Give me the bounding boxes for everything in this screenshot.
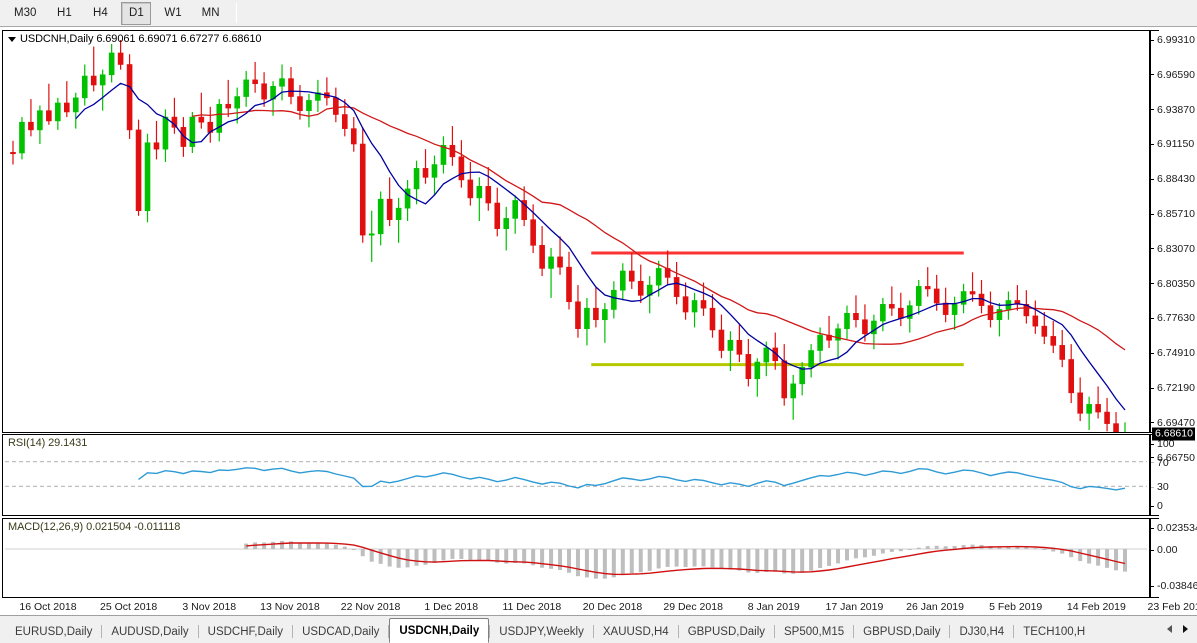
timeframe-toolbar: M30 H1 H4 D1 W1 MN bbox=[0, 0, 1197, 27]
tab-separator bbox=[101, 625, 103, 638]
candlestick-plot bbox=[10, 40, 1126, 432]
macd-tick-1: 0.00 bbox=[1151, 544, 1177, 556]
tab-separator bbox=[677, 625, 679, 638]
chart-tab-usdcnh-daily[interactable]: USDCNH,Daily bbox=[389, 618, 490, 643]
rsi-indicator-panel[interactable]: RSI(14) 29.1431 bbox=[2, 434, 1150, 516]
chart-tab-usdjpy-weekly[interactable]: USDJPY,Weekly bbox=[499, 626, 584, 638]
chart-tab-sp500-m15[interactable]: SP500,M15 bbox=[784, 626, 845, 638]
macd-tick-0: 0.023534 bbox=[1151, 522, 1197, 534]
date-label-0: 16 Oct 2018 bbox=[19, 601, 77, 613]
rsi-panel-label: RSI(14) 29.1431 bbox=[8, 437, 88, 449]
date-label-4: 22 Nov 2018 bbox=[340, 601, 401, 613]
price-scale[interactable]: 6.99310 6.96590 6.93870 6.91150 6.88430 6.857… bbox=[1150, 30, 1197, 598]
date-label-1: 25 Oct 2018 bbox=[100, 601, 158, 613]
chart-tab-dj30-h4[interactable]: DJ30,H4 bbox=[959, 626, 1005, 638]
tab-separator bbox=[949, 625, 951, 638]
price-panel-label-text: USDCNH,Daily 6.69061 6.69071 6.67277 6.6… bbox=[20, 33, 262, 45]
timeframe-button-group: M30 H1 H4 D1 W1 MN bbox=[0, 1, 230, 25]
date-label-11: 26 Jan 2019 bbox=[906, 601, 964, 613]
chart-tab-gbpusd-daily[interactable]: GBPUSD,Daily bbox=[687, 626, 766, 638]
tab-separator bbox=[388, 625, 390, 638]
timeframe-button-d1[interactable]: D1 bbox=[121, 1, 152, 25]
current-price-tag: 6.68610 bbox=[1152, 427, 1195, 441]
chart-tab-eurusd-daily[interactable]: EURUSD,Daily bbox=[15, 626, 93, 638]
rsi-tick-100: 100 bbox=[1151, 438, 1175, 450]
timeframe-button-h4[interactable]: H4 bbox=[85, 1, 116, 25]
scroll-right-icon[interactable] bbox=[1177, 618, 1193, 640]
date-label-3: 13 Nov 2018 bbox=[260, 601, 320, 613]
date-label-6: 11 Dec 2018 bbox=[502, 601, 562, 613]
price-tick-4: 6.88430 bbox=[1151, 173, 1195, 185]
macd-tick-2: -0.038466 bbox=[1151, 580, 1197, 592]
timeframe-button-m30[interactable]: M30 bbox=[7, 1, 44, 25]
tab-separator bbox=[489, 625, 491, 638]
tab-scroll-controls bbox=[1161, 618, 1197, 643]
toolbar-separator bbox=[235, 3, 237, 23]
tab-separator bbox=[292, 625, 294, 638]
price-tick-12: 6.66750 bbox=[1151, 452, 1195, 464]
price-tick-6: 6.83070 bbox=[1151, 243, 1195, 255]
price-tick-5: 6.85710 bbox=[1151, 208, 1195, 220]
macd-indicator-panel[interactable]: MACD(12,26,9) 0.021504 -0.011118 bbox=[2, 518, 1150, 598]
chart-tab-audusd-daily[interactable]: AUDUSD,Daily bbox=[111, 626, 189, 638]
scroll-left-icon[interactable] bbox=[1161, 618, 1177, 640]
chart-tab-xauusd-h4[interactable]: XAUUSD,H4 bbox=[602, 626, 669, 638]
price-tick-8: 6.77630 bbox=[1151, 312, 1195, 324]
price-scale-rsi[interactable]: 100 70 30 0 bbox=[1150, 434, 1197, 516]
chart-tab-usdchf-daily[interactable]: USDCHF,Daily bbox=[207, 626, 284, 638]
price-tick-1: 6.96590 bbox=[1151, 69, 1195, 81]
timeframe-button-mn[interactable]: MN bbox=[194, 1, 227, 25]
date-label-9: 8 Jan 2019 bbox=[747, 601, 800, 613]
tab-separator bbox=[774, 625, 776, 638]
price-tick-10: 6.72190 bbox=[1151, 382, 1195, 394]
macd-plot bbox=[5, 540, 1147, 579]
date-label-10: 17 Jan 2019 bbox=[825, 601, 884, 613]
date-label-7: 20 Dec 2018 bbox=[582, 601, 643, 613]
chart-area[interactable]: USDCNH,Daily 6.69061 6.69071 6.67277 6.6… bbox=[0, 27, 1197, 615]
chart-tab-tech100-h[interactable]: TECH100,H bbox=[1023, 626, 1086, 638]
price-scale-main[interactable]: 6.99310 6.96590 6.93870 6.91150 6.88430 6.857… bbox=[1150, 30, 1197, 464]
date-label-12: 5 Feb 2019 bbox=[989, 601, 1043, 613]
tab-separator bbox=[592, 625, 594, 638]
price-tick-9: 6.74910 bbox=[1151, 347, 1195, 359]
chart-tab-bar: EURUSD,Daily AUDUSD,Daily USDCHF,Daily USDC… bbox=[0, 615, 1197, 643]
price-scale-macd[interactable]: 0.023534 0.00 -0.038466 bbox=[1150, 518, 1197, 598]
rsi-tick-70: 70 bbox=[1151, 457, 1169, 469]
price-tick-3: 6.91150 bbox=[1151, 138, 1194, 150]
price-tick-2: 6.93870 bbox=[1151, 104, 1195, 116]
price-tick-7: 6.80350 bbox=[1151, 278, 1195, 290]
price-chart-panel[interactable]: USDCNH,Daily 6.69061 6.69071 6.67277 6.6… bbox=[2, 30, 1150, 433]
date-label-5: 1 Dec 2018 bbox=[424, 601, 479, 613]
macd-panel-label: MACD(12,26,9) 0.021504 -0.011118 bbox=[8, 521, 181, 533]
price-tick-11: 6.69470 bbox=[1151, 417, 1195, 429]
tab-separator bbox=[853, 625, 855, 638]
price-tick-0: 6.99310 bbox=[1151, 34, 1195, 46]
chart-tab-list: EURUSD,Daily AUDUSD,Daily USDCHF,Daily USDC… bbox=[0, 615, 1161, 643]
chart-tab-gbpusd-daily[interactable]: GBPUSD,Daily bbox=[863, 626, 941, 638]
date-label-2: 3 Nov 2018 bbox=[182, 601, 237, 613]
timeframe-button-w1[interactable]: W1 bbox=[157, 1, 189, 25]
price-panel-label: USDCNH,Daily 6.69061 6.69071 6.67277 6.6… bbox=[8, 33, 262, 45]
tab-separator bbox=[197, 625, 199, 638]
date-axis[interactable]: 16 Oct 2018 25 Oct 2018 3 Nov 2018 13 Nov 2… bbox=[2, 600, 1197, 616]
collapse-triangle-icon[interactable] bbox=[8, 36, 16, 42]
date-label-8: 29 Dec 2018 bbox=[663, 601, 723, 613]
rsi-plot bbox=[5, 460, 1147, 491]
rsi-tick-30: 30 bbox=[1151, 481, 1169, 493]
rsi-tick-0: 0 bbox=[1151, 500, 1163, 512]
chart-tab-usdcad-daily[interactable]: USDCAD,Daily bbox=[302, 626, 380, 638]
timeframe-button-h1[interactable]: H1 bbox=[49, 1, 80, 25]
date-label-13: 14 Feb 2019 bbox=[1066, 601, 1126, 613]
tab-separator bbox=[1013, 625, 1015, 638]
date-label-14: 23 Feb 2019 bbox=[1147, 601, 1197, 613]
